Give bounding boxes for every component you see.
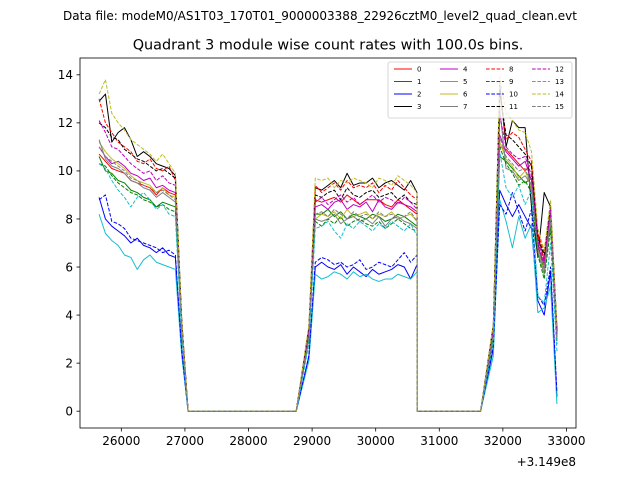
y-tick-label: 4 [65, 308, 73, 322]
legend-label-9: 9 [509, 78, 513, 86]
x-tick-label: 27000 [166, 434, 204, 448]
y-tick-label: 12 [58, 116, 73, 130]
legend-label-14: 14 [555, 91, 564, 99]
y-tick-label: 10 [58, 164, 73, 178]
x-tick-label: 26000 [102, 434, 140, 448]
legend-label-5: 5 [463, 78, 467, 86]
y-tick-label: 6 [65, 260, 73, 274]
y-tick-label: 8 [65, 212, 73, 226]
x-tick-label: 32000 [484, 434, 522, 448]
x-tick-label: 31000 [420, 434, 458, 448]
x-tick-label: 28000 [229, 434, 267, 448]
y-tick-label: 0 [65, 404, 73, 418]
legend-label-6: 6 [463, 91, 468, 99]
y-tick-label: 14 [58, 68, 73, 82]
series-line-15 [98, 136, 558, 412]
x-offset-label: +3.149e8 [517, 455, 576, 469]
y-tick-label: 2 [65, 356, 73, 370]
legend-label-15: 15 [555, 103, 564, 111]
legend-label-12: 12 [555, 66, 564, 74]
legend-label-8: 8 [509, 66, 513, 74]
legend-label-10: 10 [509, 91, 518, 99]
axes-layer: 26000 27000 28000 29000 30000 31000 32000 33000… [58, 68, 586, 448]
x-tick-label: 29000 [293, 434, 331, 448]
legend-label-7: 7 [463, 103, 467, 111]
legend-label-2: 2 [417, 91, 421, 99]
legend-label-4: 4 [463, 66, 468, 74]
legend-label-3: 3 [417, 103, 421, 111]
series-layer [98, 76, 558, 412]
x-tick-label: 30000 [357, 434, 395, 448]
series-line-14 [98, 76, 558, 412]
plot-area: 26000 27000 28000 29000 30000 31000 32000 33000… [58, 57, 586, 448]
chart-title: Quadrant 3 module wise count rates with … [133, 38, 524, 54]
legend-label-13: 13 [555, 78, 564, 86]
legend-label-11: 11 [509, 103, 518, 111]
x-tick-label: 33000 [547, 434, 585, 448]
axes-frame [79, 57, 577, 429]
legend-label-1: 1 [417, 78, 421, 86]
legend-label-0: 0 [417, 66, 421, 74]
legend-box [387, 61, 573, 119]
figure-suptitle: Data file: modeM0/AS1T03_170T01_90000033… [63, 9, 577, 23]
